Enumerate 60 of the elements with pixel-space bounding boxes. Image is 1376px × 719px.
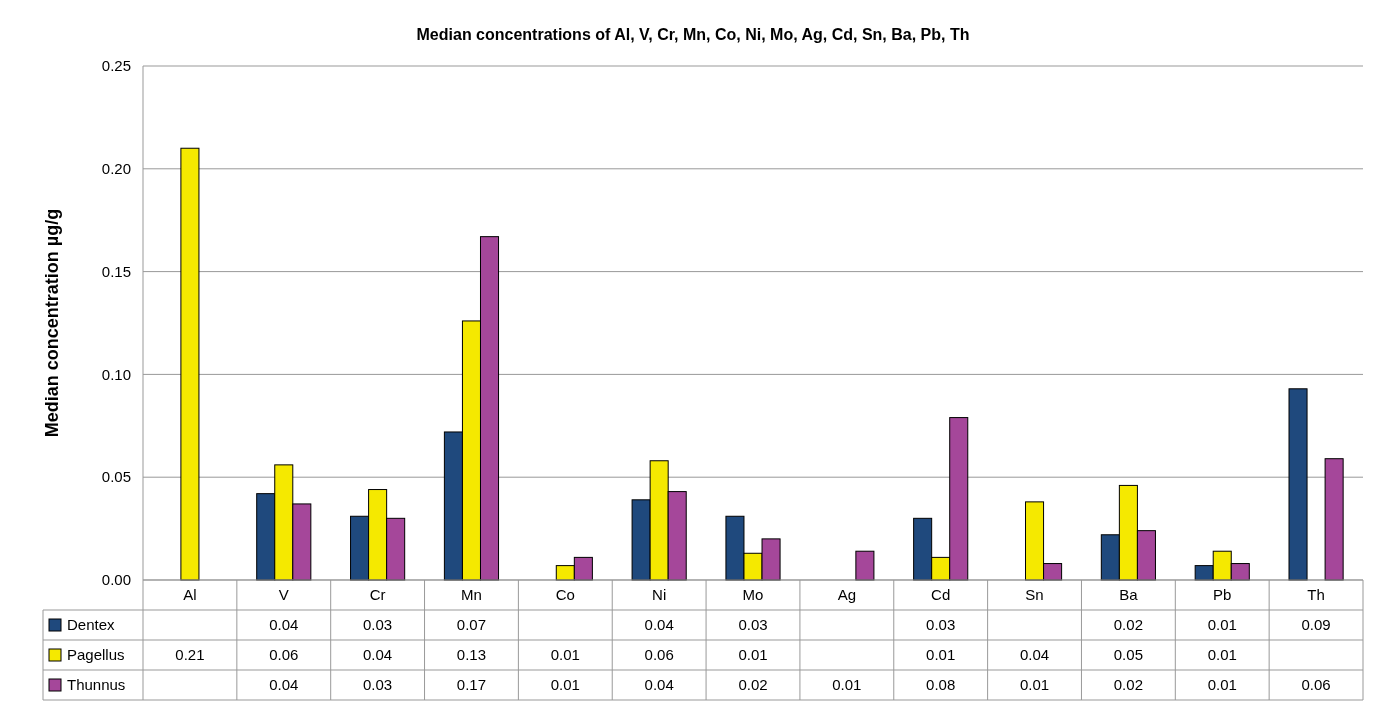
x-tick-label: V bbox=[278, 586, 289, 604]
data-label: 0.03 bbox=[363, 676, 393, 694]
y-tick-label: 0.05 bbox=[101, 468, 131, 486]
data-label: 0.17 bbox=[456, 676, 487, 694]
x-tick-label: Ag bbox=[837, 586, 857, 604]
y-axis-title: Median concentration µg/g bbox=[42, 208, 62, 438]
data-label: 0.04 bbox=[269, 616, 299, 634]
data-label: 0.06 bbox=[1301, 676, 1331, 694]
data-label: 0.02 bbox=[738, 676, 768, 694]
y-tick-label: 0.25 bbox=[101, 57, 131, 75]
legend-label: Pagellus bbox=[67, 646, 125, 664]
data-label: 0.08 bbox=[926, 676, 956, 694]
data-label: 0.01 bbox=[832, 676, 862, 694]
data-label: 0.02 bbox=[1113, 616, 1143, 634]
data-label: 0.05 bbox=[1113, 646, 1143, 664]
bar bbox=[1324, 458, 1344, 581]
x-tick-label: Sn bbox=[1025, 586, 1044, 604]
chart-title: Median concentrations of Al, V, Cr, Mn, Co, Ni, Mo, Ag, Cd, Sn, Ba, Pb, Th bbox=[416, 26, 970, 43]
data-label: 0.04 bbox=[644, 676, 674, 694]
y-tick-label: 0.15 bbox=[101, 262, 131, 280]
data-label: 0.04 bbox=[644, 616, 674, 634]
data-label: 0.04 bbox=[363, 646, 393, 664]
data-label: 0.01 bbox=[1207, 646, 1237, 664]
data-label: 0.01 bbox=[550, 646, 580, 664]
x-tick-label: Th bbox=[1307, 586, 1325, 604]
x-tick-label: Ni bbox=[652, 586, 667, 604]
data-label: 0.09 bbox=[1301, 616, 1331, 634]
data-label: 0.04 bbox=[1019, 646, 1050, 664]
data-label: 0.06 bbox=[644, 646, 674, 664]
data-label: 0.03 bbox=[363, 616, 393, 634]
y-tick-label: 0.20 bbox=[101, 160, 131, 178]
bar bbox=[1288, 388, 1308, 581]
x-tick-label: Ba bbox=[1119, 586, 1139, 604]
bar bbox=[180, 147, 200, 581]
bar bbox=[855, 550, 875, 581]
y-tick-label: 0.00 bbox=[101, 571, 131, 589]
data-label: 0.01 bbox=[738, 646, 768, 664]
data-label: 0.21 bbox=[175, 646, 205, 664]
data-label: 0.13 bbox=[456, 646, 487, 664]
data-label: 0.03 bbox=[738, 616, 768, 634]
x-tick-label: Cd bbox=[931, 586, 951, 604]
x-tick-label: Mn bbox=[461, 586, 482, 604]
data-label: 0.03 bbox=[926, 616, 956, 634]
data-label: 0.01 bbox=[1207, 616, 1237, 634]
data-label: 0.07 bbox=[456, 616, 487, 634]
x-tick-label: Al bbox=[183, 586, 197, 604]
data-label: 0.01 bbox=[1207, 676, 1237, 694]
legend-label: Thunnus bbox=[67, 676, 126, 694]
y-tick-label: 0.10 bbox=[101, 365, 131, 383]
x-tick-label: Mo bbox=[742, 586, 764, 604]
data-label: 0.01 bbox=[926, 646, 956, 664]
data-label: 0.01 bbox=[550, 676, 580, 694]
x-tick-label: Co bbox=[555, 586, 575, 604]
data-label: 0.06 bbox=[269, 646, 299, 664]
data-label: 0.02 bbox=[1113, 676, 1143, 694]
x-tick-label: Cr bbox=[369, 586, 386, 604]
legend-label: Dentex bbox=[67, 616, 116, 634]
data-label: 0.01 bbox=[1019, 676, 1050, 694]
data-label: 0.04 bbox=[269, 676, 299, 694]
x-tick-label: Pb bbox=[1213, 586, 1232, 604]
